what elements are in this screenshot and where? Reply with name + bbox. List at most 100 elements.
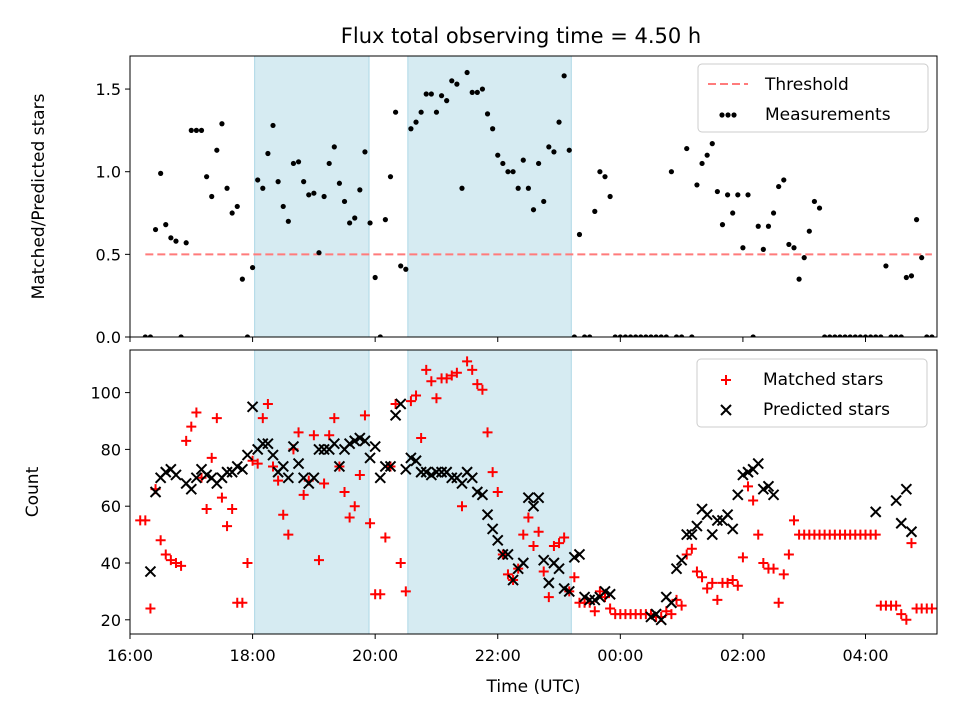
x-tick-label: 02:00	[720, 646, 766, 665]
data-point	[587, 334, 593, 337]
data-point	[822, 334, 828, 337]
data-point	[633, 334, 639, 337]
data-point	[441, 373, 452, 384]
data-point	[416, 433, 427, 444]
data-point	[722, 577, 733, 588]
data-point	[523, 512, 534, 523]
data-point	[382, 217, 388, 223]
data-point	[551, 149, 557, 155]
data-point	[168, 235, 174, 241]
data-point	[870, 529, 881, 540]
data-point	[546, 144, 552, 150]
data-point	[389, 409, 402, 422]
data-point	[681, 528, 693, 541]
data-point	[227, 504, 238, 515]
data-point	[374, 472, 386, 484]
data-point	[721, 509, 734, 521]
data-point	[556, 119, 562, 125]
data-point	[658, 334, 664, 337]
data-point	[173, 238, 179, 244]
data-point	[908, 273, 915, 279]
data-point	[627, 334, 634, 337]
data-point	[481, 509, 494, 521]
data-point	[395, 558, 406, 568]
data-point	[896, 609, 907, 620]
data-point	[400, 463, 412, 475]
x-tick-label: 00:00	[597, 646, 643, 665]
data-point	[711, 514, 724, 527]
data-point	[762, 480, 775, 493]
data-point	[783, 549, 794, 560]
data-point	[724, 192, 731, 198]
data-point	[712, 594, 723, 605]
y-tick-label: 20	[101, 611, 121, 630]
data-point	[308, 430, 319, 441]
data-point	[352, 215, 358, 221]
data-point	[589, 606, 600, 617]
data-point	[750, 334, 756, 337]
data-point	[532, 491, 545, 504]
legend-box	[696, 358, 928, 428]
data-point	[740, 245, 746, 251]
data-point	[308, 472, 320, 484]
data-point	[801, 255, 807, 261]
data-point	[144, 565, 157, 578]
y-tick-label: 0.5	[96, 245, 121, 264]
data-point	[339, 487, 350, 497]
data-point	[236, 463, 249, 475]
data-point	[267, 449, 279, 461]
data-point	[477, 384, 488, 395]
data-point	[170, 469, 182, 481]
data-point	[247, 455, 258, 466]
data-point	[500, 160, 506, 167]
data-point	[211, 413, 222, 424]
data-point	[743, 481, 754, 492]
data-point	[191, 407, 202, 418]
data-point	[505, 169, 511, 175]
data-point	[883, 263, 889, 269]
data-point	[214, 147, 220, 153]
data-point	[517, 557, 529, 569]
data-point	[241, 449, 254, 461]
data-point	[484, 111, 491, 117]
data-point	[765, 223, 772, 229]
data-point	[145, 603, 156, 614]
data-point	[209, 193, 215, 200]
data-point	[891, 600, 902, 611]
data-point	[394, 398, 407, 410]
data-point	[467, 364, 478, 375]
data-point	[292, 457, 305, 470]
data-point	[583, 594, 596, 606]
data-point	[185, 483, 197, 495]
data-point	[469, 89, 475, 95]
data-point	[767, 489, 780, 501]
data-point	[387, 174, 394, 180]
data-point	[791, 245, 797, 251]
data-point	[246, 401, 259, 413]
data-point	[778, 569, 789, 580]
data-point	[522, 491, 535, 504]
data-point	[244, 334, 251, 337]
data-point	[832, 334, 838, 337]
data-point	[405, 396, 416, 407]
legend-measurement-swatch	[719, 112, 725, 118]
data-point	[510, 169, 516, 175]
data-point	[410, 455, 422, 467]
chart-title: Flux total observing time = 4.50 h	[341, 24, 701, 48]
data-point	[201, 504, 212, 515]
y-axis-label: Count	[23, 466, 43, 517]
data-point	[459, 185, 465, 191]
data-point	[328, 438, 341, 450]
data-point	[257, 438, 269, 450]
data-point	[773, 597, 784, 608]
data-point	[163, 222, 169, 228]
data-point	[594, 586, 605, 597]
data-point	[454, 81, 460, 87]
data-point	[336, 180, 343, 186]
data-point	[408, 126, 414, 132]
data-point	[344, 512, 355, 523]
data-point	[776, 183, 782, 190]
legend-measurement-swatch	[731, 112, 737, 118]
data-point	[895, 517, 907, 529]
data-point	[155, 535, 166, 546]
